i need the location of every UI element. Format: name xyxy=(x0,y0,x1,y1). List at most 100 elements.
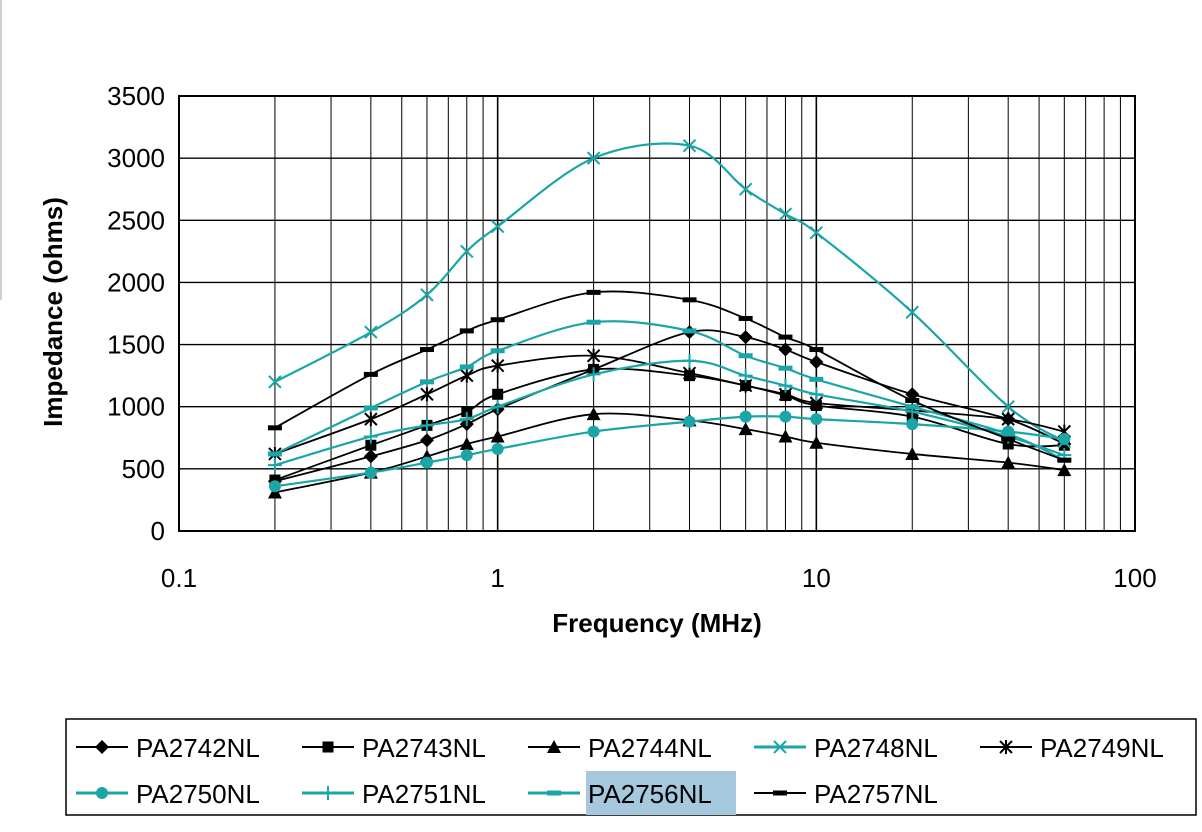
x-axis-title: Frequency (MHz) xyxy=(552,608,761,638)
data-point xyxy=(419,379,434,385)
legend-marker xyxy=(773,790,787,796)
data-point xyxy=(809,376,824,382)
legend-marker xyxy=(773,740,787,754)
data-point xyxy=(267,458,282,473)
data-point xyxy=(738,422,753,436)
legend-label: PA2756NL xyxy=(588,779,712,809)
data-point xyxy=(738,330,753,345)
data-point xyxy=(492,388,504,400)
data-point xyxy=(809,435,824,449)
data-point xyxy=(419,418,434,433)
y-axis-title: Impedance (ohms) xyxy=(38,197,68,427)
data-point xyxy=(1058,433,1071,446)
data-point xyxy=(460,449,473,462)
data-point xyxy=(1001,400,1015,414)
y-tick-label: 2000 xyxy=(107,267,165,297)
legend-item: PA2744NL xyxy=(528,733,712,763)
data-point xyxy=(586,367,601,382)
data-point xyxy=(778,207,793,221)
data-point xyxy=(809,347,824,353)
series-line xyxy=(274,354,1065,455)
y-tick-label: 1500 xyxy=(107,330,165,360)
legend-item: PA2756NL xyxy=(528,771,736,815)
data-point xyxy=(586,348,601,363)
data-point xyxy=(682,366,697,381)
data-point xyxy=(459,412,474,427)
data-point xyxy=(683,415,696,428)
data-point xyxy=(1001,455,1016,469)
legend-item: PA2748NL xyxy=(754,733,938,763)
legend-label: PA2743NL xyxy=(362,733,486,763)
legend-item: PA2742NL xyxy=(76,733,260,763)
series-PA2748NL xyxy=(268,139,1072,449)
x-tick-labels: 0.1 1 10 100 xyxy=(161,563,1157,593)
data-point xyxy=(490,348,505,354)
data-point xyxy=(491,442,504,455)
series-line xyxy=(274,329,1065,483)
data-point xyxy=(267,425,282,431)
data-point xyxy=(461,406,473,418)
y-tick-label: 3000 xyxy=(107,143,165,173)
legend-marker xyxy=(322,741,334,753)
data-point xyxy=(778,378,793,393)
data-point xyxy=(459,437,474,450)
data-point xyxy=(1002,438,1014,450)
series-line xyxy=(274,290,1065,461)
legend-marker xyxy=(96,787,108,799)
data-point xyxy=(1001,431,1016,437)
data-point xyxy=(905,387,920,402)
data-point xyxy=(490,317,505,323)
y-tick-label: 2500 xyxy=(107,205,165,235)
series-PA2756NL xyxy=(267,319,1072,463)
data-point xyxy=(1001,412,1015,427)
data-point xyxy=(586,319,601,325)
y-tick-label: 500 xyxy=(122,454,165,484)
data-point xyxy=(364,325,378,339)
y-tick-label: 0 xyxy=(151,516,165,546)
data-point xyxy=(268,480,281,493)
data-point xyxy=(419,347,434,353)
data-point xyxy=(905,404,920,410)
data-point xyxy=(364,466,377,479)
legend-item: PA2751NL xyxy=(302,779,486,809)
data-point xyxy=(490,358,505,373)
data-point xyxy=(420,456,433,469)
data-point xyxy=(419,433,434,448)
data-point xyxy=(460,368,474,383)
data-point xyxy=(268,375,282,389)
legend-item: PA2743NL xyxy=(302,733,486,763)
data-point xyxy=(364,412,378,427)
legend-label: PA2757NL xyxy=(814,779,938,809)
data-point xyxy=(363,371,378,377)
data-point xyxy=(459,364,474,370)
series-lines xyxy=(267,139,1072,499)
data-point xyxy=(1001,436,1016,442)
data-point xyxy=(1057,457,1072,463)
legend-label: PA2749NL xyxy=(1040,733,1164,763)
legend-item: PA2750NL xyxy=(76,779,260,809)
data-point xyxy=(682,328,697,334)
legend-marker xyxy=(547,790,561,796)
legend-marker xyxy=(999,740,1013,754)
data-point xyxy=(267,451,282,457)
data-point xyxy=(586,151,601,165)
grid xyxy=(179,96,1135,531)
data-point xyxy=(810,413,823,426)
x-tick-label: 100 xyxy=(1113,563,1156,593)
legend-marker xyxy=(321,786,335,800)
series-PA2751NL xyxy=(267,353,1072,473)
legend-label: PA2744NL xyxy=(588,733,712,763)
data-point xyxy=(586,289,601,295)
x-tick-label: 0.1 xyxy=(161,563,197,593)
series-line xyxy=(274,320,1065,462)
y-tick-label: 1000 xyxy=(107,392,165,422)
legend-label: PA2751NL xyxy=(362,779,486,809)
legend: PA2742NL PA2743NL PA2744NL PA2748NL PA2749NL… xyxy=(76,733,1164,815)
data-point xyxy=(906,418,919,431)
legend-marker xyxy=(547,740,561,753)
data-point xyxy=(905,398,920,403)
data-point xyxy=(905,446,920,460)
data-point xyxy=(490,219,505,234)
legend-label: PA2748NL xyxy=(814,733,938,763)
series-PA2757NL xyxy=(267,289,1072,463)
